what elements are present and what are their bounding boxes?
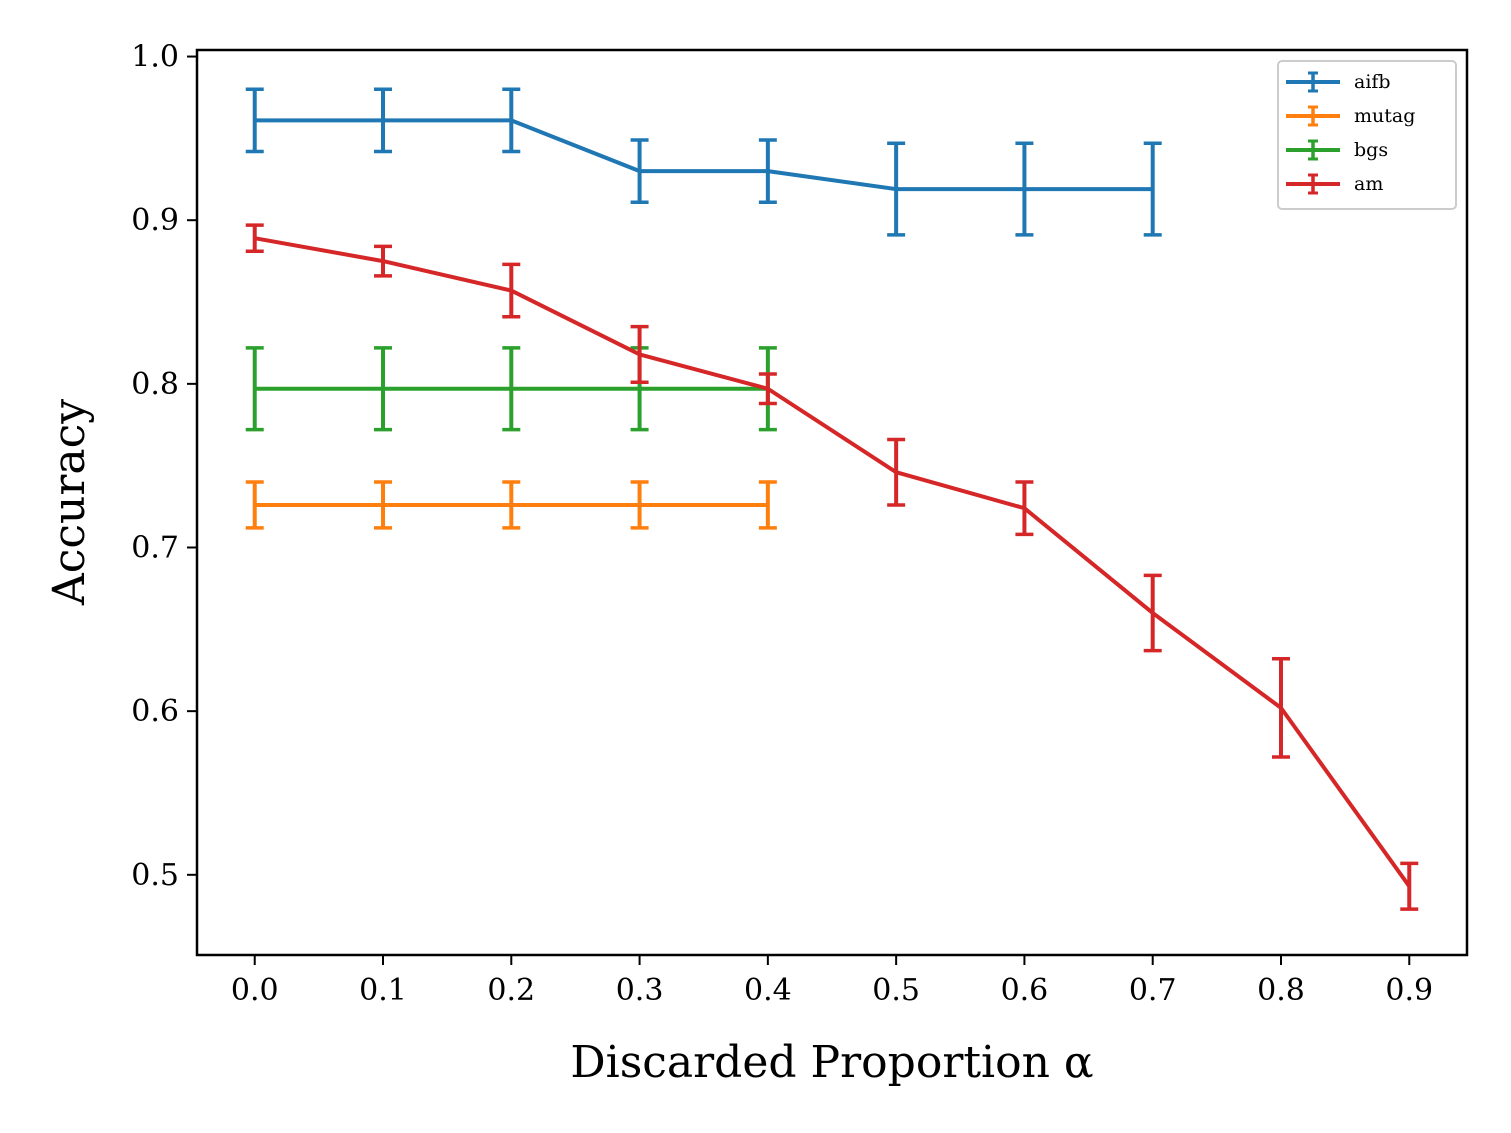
legend-label-aifb: aifb xyxy=(1354,71,1391,93)
x-tick-label: 0.5 xyxy=(872,973,920,1008)
x-tick-label: 0.9 xyxy=(1385,973,1433,1008)
x-axis: 0.0 0.1 0.2 0.3 0.4 0.5 0.6 0.7 0.8 0.9 xyxy=(231,955,1433,1008)
legend-handle-aifb xyxy=(1286,71,1340,93)
x-axis-title: Discarded Proportion α xyxy=(570,1037,1093,1088)
error-bar-am xyxy=(1015,480,1034,537)
y-tick-label: 0.5 xyxy=(131,858,179,893)
error-bar-am xyxy=(502,262,521,319)
legend-handle-bgs xyxy=(1286,139,1340,161)
legend-box xyxy=(1277,60,1457,210)
x-tick-label: 0.0 xyxy=(231,973,279,1008)
error-bar-mutag xyxy=(245,480,264,530)
x-tick-label: 0.2 xyxy=(487,973,535,1008)
y-tick-label: 1.0 xyxy=(131,40,179,75)
error-bar-mutag xyxy=(502,480,521,530)
x-tick-label: 0.3 xyxy=(616,973,664,1008)
legend: aifb mutag bgs am xyxy=(1277,60,1457,210)
y-axis: 0.5 0.6 0.7 0.8 0.9 1.0 xyxy=(131,40,197,893)
y-tick-label: 0.8 xyxy=(131,367,179,402)
error-bar-aifb xyxy=(502,87,521,154)
error-bar-aifb xyxy=(887,141,906,237)
error-bar-am xyxy=(758,372,777,406)
error-bar-aifb xyxy=(245,87,264,154)
error-bar-mutag xyxy=(758,480,777,530)
legend-label-bgs: bgs xyxy=(1354,139,1388,161)
error-bar-aifb xyxy=(1015,141,1034,237)
error-bar-am xyxy=(887,437,906,507)
plot-area xyxy=(245,87,1419,911)
x-tick-label: 0.7 xyxy=(1129,973,1177,1008)
series-aifb xyxy=(245,87,1162,237)
legend-handle-am xyxy=(1286,173,1340,195)
series-mutag xyxy=(245,480,777,530)
error-bar-bgs xyxy=(502,346,521,432)
error-bar-bgs xyxy=(374,346,393,432)
y-tick-label: 0.9 xyxy=(131,203,179,238)
series-line-aifb xyxy=(254,118,1153,192)
y-tick-label: 0.6 xyxy=(131,694,179,729)
y-axis-title: Accuracy xyxy=(44,399,95,606)
error-bar-am xyxy=(245,223,264,254)
x-tick-label: 0.1 xyxy=(359,973,407,1008)
error-bar-am xyxy=(1400,861,1419,911)
legend-handle-mutag xyxy=(1286,105,1340,127)
plot-frame xyxy=(195,48,1469,957)
error-bar-bgs xyxy=(245,346,264,432)
x-tick-label: 0.6 xyxy=(1001,973,1049,1008)
error-bar-mutag xyxy=(630,480,649,530)
error-bar-aifb xyxy=(374,87,393,154)
error-bar-am xyxy=(374,244,393,278)
series-line-am xyxy=(254,236,1411,888)
error-bar-aifb xyxy=(630,138,649,204)
error-bar-aifb xyxy=(1143,141,1162,237)
y-tick-label: 0.7 xyxy=(131,531,179,566)
series-am xyxy=(245,223,1419,911)
error-bar-am xyxy=(1143,573,1162,653)
error-bar-am xyxy=(630,324,649,384)
legend-label-am: am xyxy=(1354,173,1383,195)
legend-label-mutag: mutag xyxy=(1354,105,1415,127)
error-bar-aifb xyxy=(758,138,777,204)
x-tick-label: 0.4 xyxy=(744,973,792,1008)
error-bar-mutag xyxy=(374,480,393,530)
x-tick-label: 0.8 xyxy=(1257,973,1305,1008)
error-bar-am xyxy=(1271,657,1290,759)
